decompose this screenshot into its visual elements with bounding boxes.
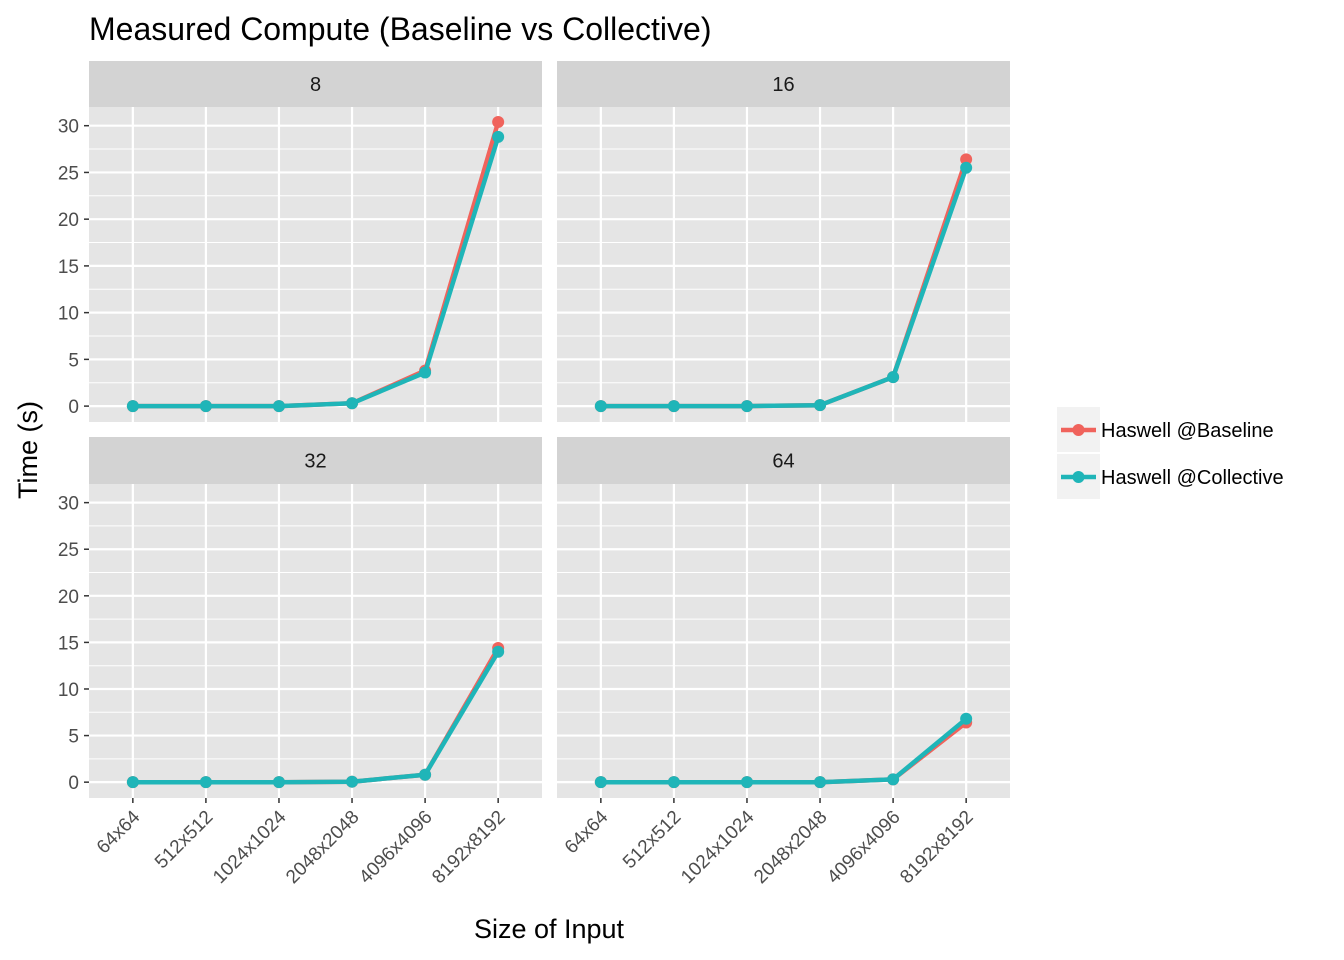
y-tick-label: 25 (58, 163, 79, 184)
series-line (598, 165, 969, 409)
y-tick-label: 30 (58, 494, 79, 515)
data-point (272, 776, 285, 789)
data-point (960, 712, 973, 725)
legend-key-point (1072, 471, 1085, 483)
data-point (346, 397, 359, 410)
data-point (594, 776, 607, 789)
y-tick-label: 20 (58, 587, 79, 608)
facet-strip-label: 64 (772, 451, 794, 473)
data-point (667, 776, 680, 789)
data-point (740, 776, 753, 789)
y-tick-label: 10 (58, 304, 79, 325)
legend-key-point (1072, 424, 1085, 436)
y-tick-label: 15 (58, 257, 79, 278)
data-point (492, 130, 505, 143)
facet-strip-label: 16 (772, 74, 794, 96)
y-tick-label: 5 (68, 727, 79, 748)
data-point (814, 776, 827, 789)
data-point (667, 400, 680, 413)
data-point (492, 115, 505, 128)
y-tick-label: 10 (58, 680, 79, 701)
legend-item-haswell-collective[interactable]: Haswell @Collective (1057, 454, 1284, 499)
facet-strip (557, 437, 1010, 484)
y-tick-label: 0 (68, 397, 79, 418)
facet-strip (557, 61, 1010, 107)
data-point (887, 773, 900, 786)
series-haswell-collective (126, 130, 505, 413)
data-point (126, 400, 139, 413)
data-point (740, 400, 753, 413)
data-point (814, 399, 827, 412)
data-point (199, 776, 212, 789)
series-haswell-collective (594, 712, 973, 789)
series-haswell-collective (594, 161, 973, 413)
data-point (492, 645, 505, 658)
y-tick-label: 5 (68, 350, 79, 371)
data-point (419, 768, 432, 781)
chart-title: Measured Compute (Baseline vs Collective… (89, 11, 711, 47)
y-tick-label: 20 (58, 210, 79, 231)
y-tick-label: 0 (68, 773, 79, 794)
data-point (419, 366, 432, 379)
panel-background (89, 484, 542, 798)
facet-panel-16: 16 (557, 61, 1010, 422)
series-line (598, 716, 969, 785)
facet-strip (89, 61, 542, 107)
x-axis-title: Size of Input (474, 914, 625, 944)
data-point (199, 400, 212, 413)
facet-panel-8: 8 0 5 10 15 20 25 30 (58, 61, 542, 422)
panel-background (557, 107, 1010, 422)
data-point (887, 371, 900, 384)
data-point (346, 775, 359, 788)
data-point (594, 400, 607, 413)
facet-strip (89, 437, 542, 484)
y-tick-label: 15 (58, 633, 79, 654)
panel-background (557, 484, 1010, 798)
data-point (960, 161, 973, 174)
legend-item-haswell-baseline[interactable]: Haswell @Baseline (1057, 407, 1274, 452)
y-tick-label: 30 (58, 117, 79, 138)
y-axis-title: Time (s) (13, 401, 43, 499)
data-point (272, 400, 285, 413)
series-haswell-collective (126, 645, 505, 789)
facet-strip-label: 32 (304, 451, 326, 473)
legend-label: Haswell @Collective (1101, 467, 1284, 489)
data-point (960, 153, 973, 166)
legend-label: Haswell @Baseline (1101, 420, 1274, 442)
series-line (130, 649, 501, 785)
data-point (126, 776, 139, 789)
y-tick-label: 25 (58, 540, 79, 561)
panel-background (89, 107, 542, 422)
series-line (130, 134, 501, 409)
legend[interactable]: Haswell @Baseline Haswell @Collective (1057, 407, 1284, 499)
facet-strip-label: 8 (310, 74, 321, 96)
